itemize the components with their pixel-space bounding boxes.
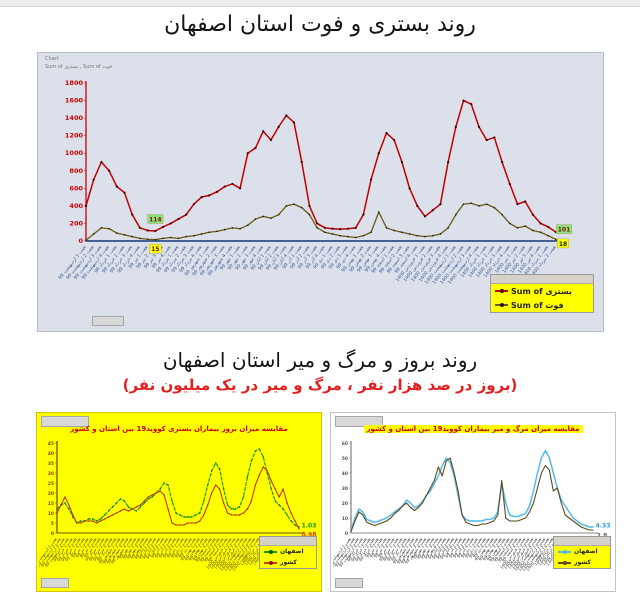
svg-text:40: 40 [342,471,348,477]
svg-text:15: 15 [151,246,159,253]
section-subtitle: (بروز در صد هزار نفر ، مرگ و میر در یک م… [122,376,518,394]
svg-text:10: 10 [48,511,54,517]
incidence-chart-card: مقایسه میزان بروز بیماران بستری کووید19 … [36,412,322,592]
svg-text:200: 200 [69,219,83,227]
page-field-button[interactable] [92,316,124,326]
legend-label: کشور [574,559,591,566]
mortality-chart-card: مقایسه میزان مرگ و میر بیماران کووید19 ب… [330,412,616,592]
svg-text:4.33: 4.33 [596,523,611,530]
svg-text:40: 40 [48,451,54,457]
legend-item[interactable]: کشور [554,557,610,568]
section-title: روند بروز و مرگ و میر استان اصفهان [162,348,478,372]
legend-label: Sum of بستری [511,286,573,296]
legend-marker [558,560,571,565]
legend-label: Sum of فوت [511,300,564,310]
svg-text:45: 45 [48,441,54,447]
svg-text:0: 0 [78,237,83,245]
legend-item[interactable]: اصفهان [260,546,316,557]
legend-item[interactable]: Sum of فوت [491,298,593,312]
legend-item[interactable]: کشور [260,557,316,568]
field-button[interactable] [41,416,89,427]
page-title: روند بستری و فوت استان اصفهان [164,12,476,37]
page-field-button[interactable] [335,578,363,588]
svg-text:800: 800 [69,167,83,175]
svg-text:400: 400 [69,202,83,210]
pivot-values-label: Sum of بستری , Sum of فوت [45,64,112,70]
mortality-chart-legend[interactable]: اصفهان کشور [553,536,611,569]
svg-text:20: 20 [342,501,348,507]
top-chart-legend[interactable]: Sum of بستری Sum of فوت [490,274,594,313]
svg-text:1000: 1000 [65,149,84,157]
hospitalization-deaths-chart-card: Chart Sum of بستری , Sum of فوت 0 200 400 6… [37,52,604,332]
svg-text:1800: 1800 [65,79,84,87]
legend-marker [495,303,508,307]
svg-text:30: 30 [48,471,54,477]
svg-text:0: 0 [51,531,54,537]
svg-text:30: 30 [342,486,348,492]
legend-label: اصفهان [574,548,598,555]
svg-text:15: 15 [48,501,54,507]
window-top-strip [0,0,640,7]
svg-text:101: 101 [558,227,571,234]
svg-text:5: 5 [51,521,54,527]
legend-item[interactable]: Sum of بستری [491,284,593,298]
legend-header[interactable] [554,537,610,546]
legend-label: کشور [280,559,297,566]
svg-text:600: 600 [69,184,83,192]
svg-text:1600: 1600 [65,97,84,105]
svg-text:114: 114 [149,216,162,223]
legend-item[interactable]: اصفهان [554,546,610,557]
legend-marker [264,560,277,565]
svg-text:10: 10 [342,516,348,522]
svg-text:20: 20 [48,491,54,497]
legend-marker [558,549,571,554]
legend-header[interactable] [260,537,316,546]
svg-text:50: 50 [342,456,348,462]
svg-text:0.98: 0.98 [302,532,317,539]
svg-text:60: 60 [342,441,348,447]
svg-text:18: 18 [559,241,567,248]
page-field-button[interactable] [41,578,69,588]
svg-text:1200: 1200 [65,132,84,140]
svg-text:1.03: 1.03 [302,523,317,530]
mortality-chart-title: مقایسه میزان مرگ و میر بیماران کووید19 ب… [331,425,615,433]
svg-text:0: 0 [345,531,348,537]
legend-label: اصفهان [280,548,304,555]
svg-text:1400: 1400 [65,114,84,122]
incidence-chart-legend[interactable]: اصفهان کشور [259,536,317,569]
svg-text:25: 25 [48,481,54,487]
field-button[interactable] [335,416,383,427]
legend-marker [264,549,277,554]
legend-header[interactable] [491,275,593,284]
legend-marker [495,289,508,293]
incidence-chart-title: مقایسه میزان بروز بیماران بستری کووید19 … [70,425,288,433]
pivot-chart-label: Chart [45,56,59,62]
svg-text:35: 35 [48,461,54,467]
